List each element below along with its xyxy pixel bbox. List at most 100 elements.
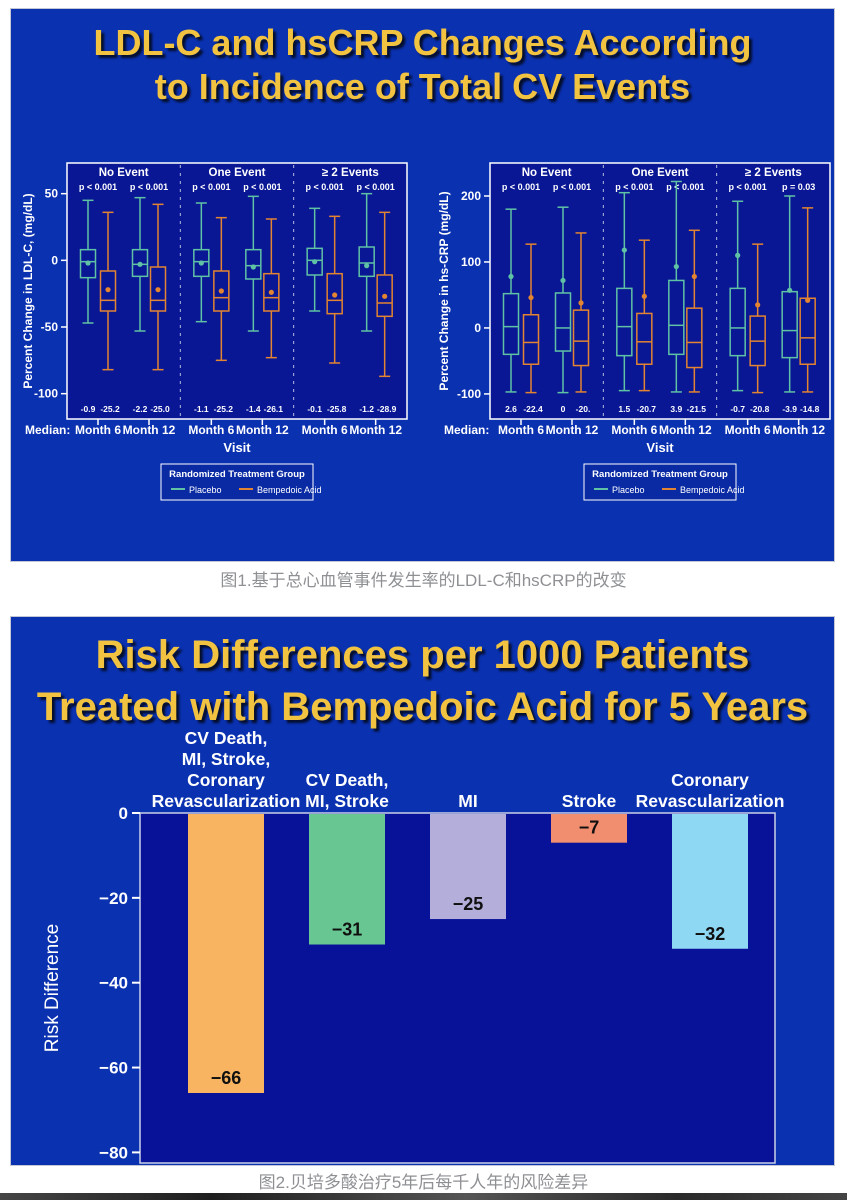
figure2-title-line1: Risk Differences per 1000 Patients	[95, 633, 750, 677]
median-row-label: Median:	[25, 423, 70, 437]
mean-dot	[641, 293, 647, 299]
mean-dot	[268, 289, 274, 295]
bar-3	[551, 814, 627, 843]
median-value-placebo: -2.2	[133, 404, 148, 414]
category-label: Stroke	[562, 791, 617, 811]
visit-label: Month 6	[725, 423, 771, 437]
visit-label: Month 12	[123, 423, 176, 437]
median-value-placebo: -0.9	[81, 404, 96, 414]
category-label: Coronary	[671, 770, 749, 790]
y-tick-label: −60	[99, 1059, 128, 1078]
figure2-risk-difference-bar-chart: Risk Differences per 1000 Patients Treat…	[10, 616, 835, 1166]
category-label: CV Death,	[306, 770, 389, 790]
mean-dot	[560, 277, 566, 284]
ldl-c-boxplot-panel: Percent Change in LDL-C, (mg/dL) 50 0 -50 -1…	[21, 162, 408, 501]
bar-0	[188, 814, 264, 1093]
p-value: p = 0.03	[782, 182, 815, 192]
bar-4	[672, 814, 748, 949]
mean-dot	[508, 273, 514, 280]
median-value-bempedoic: -22.4	[523, 404, 543, 414]
figure1-title: LDL-C and hsCRP Changes According to Inc…	[11, 9, 834, 109]
figure1-title-line1: LDL-C and hsCRP Changes According	[93, 22, 752, 63]
category-label: MI, Stroke,	[182, 749, 271, 769]
median-value-bempedoic: -28.9	[377, 404, 397, 414]
median-value-placebo: 1.5	[618, 404, 630, 414]
event-group-label: One Event	[209, 167, 266, 179]
y-tick-label: 200	[461, 189, 481, 203]
p-value: p < 0.001	[615, 182, 653, 192]
median-value-placebo: 0	[561, 404, 566, 414]
y-tick-label: 0	[474, 321, 481, 335]
median-value-bempedoic: -21.5	[687, 404, 707, 414]
median-value-bempedoic: -20.	[576, 404, 591, 414]
visit-label: Month 6	[498, 423, 544, 437]
iqr-box	[799, 297, 816, 365]
visit-label: Month 6	[611, 423, 657, 437]
event-group-label: ≥ 2 Events	[745, 167, 802, 179]
legend-label-bempedoic: Bempedoic Acid	[257, 485, 322, 495]
median-value-placebo: -0.7	[730, 404, 745, 414]
risk-difference-chart: Risk Difference 0 −20 −40 −60 −80 −66 CV Death,…	[42, 728, 784, 1164]
y-tick-label: −80	[99, 1143, 128, 1162]
mean-dot	[105, 287, 111, 293]
median-value-bempedoic: -14.8	[800, 404, 820, 414]
mean-dot	[735, 252, 741, 258]
y-axis-title: Percent Change in LDL-C, (mg/dL)	[21, 193, 35, 388]
mean-dot	[198, 260, 204, 266]
visit-label: Month 6	[188, 423, 234, 437]
legend-title: Randomized Treatment Group	[169, 469, 305, 480]
bottom-edge-strip	[0, 1193, 847, 1200]
y-tick-label: -100	[34, 387, 58, 401]
y-tick-label: -100	[457, 387, 481, 401]
x-axis-title: Visit	[223, 440, 251, 455]
y-tick-label: 0	[51, 253, 58, 267]
p-value: p < 0.001	[192, 182, 230, 192]
mean-dot	[137, 261, 143, 267]
legend-box	[583, 463, 737, 501]
y-tick-label: 0	[119, 804, 128, 823]
mean-dot	[755, 302, 761, 308]
x-axis-title: Visit	[646, 440, 674, 455]
plot-area	[66, 162, 408, 420]
plot-area	[489, 162, 831, 420]
p-value: p < 0.001	[666, 182, 704, 192]
y-axis-title: Percent Change in hs-CRP (mg/dL)	[437, 191, 451, 390]
p-value: p < 0.001	[502, 182, 540, 192]
y-axis-title: Risk Difference	[42, 924, 63, 1052]
mean-dot	[528, 294, 534, 301]
visit-label: Month 12	[349, 423, 402, 437]
figure2-title-line2: Treated with Bempedoic Acid for 5 Years	[36, 685, 809, 729]
median-value-bempedoic: -25.2	[214, 404, 234, 414]
legend-label-placebo: Placebo	[189, 485, 222, 495]
y-tick-label: 100	[461, 255, 481, 269]
legend-box	[160, 463, 314, 501]
bar-value-label: −66	[211, 1068, 242, 1088]
visit-label: Month 12	[236, 423, 289, 437]
legend-label-placebo: Placebo	[612, 485, 645, 495]
legend-title: Randomized Treatment Group	[592, 469, 728, 480]
median-value-placebo: -3.9	[782, 404, 797, 414]
bar-2	[430, 814, 506, 920]
figure1-ldl-hscrp-boxplots: LDL-C and hsCRP Changes According to Inc…	[10, 8, 835, 562]
visit-label: Month 12	[659, 423, 712, 437]
mean-dot	[364, 263, 370, 269]
y-tick-label: -50	[41, 320, 59, 334]
iqr-box	[686, 307, 703, 369]
visit-label: Month 6	[75, 423, 121, 437]
y-tick-label: −40	[99, 974, 128, 993]
mean-dot	[218, 288, 224, 294]
iqr-box	[554, 292, 572, 352]
category-label: Revascularization	[152, 791, 301, 811]
median-value-bempedoic: -20.7	[637, 404, 657, 414]
median-value-bempedoic: -20.8	[750, 404, 770, 414]
event-group-label: No Event	[522, 167, 572, 179]
y-tick-label: 50	[45, 187, 59, 201]
iqr-box	[572, 309, 590, 367]
p-value: p < 0.001	[79, 182, 117, 192]
iqr-box	[522, 314, 540, 365]
median-value-placebo: -1.1	[194, 404, 209, 414]
median-value-bempedoic: -25.8	[327, 404, 347, 414]
mean-dot	[250, 264, 256, 270]
visit-label: Month 12	[546, 423, 599, 437]
mean-dot	[805, 297, 811, 303]
